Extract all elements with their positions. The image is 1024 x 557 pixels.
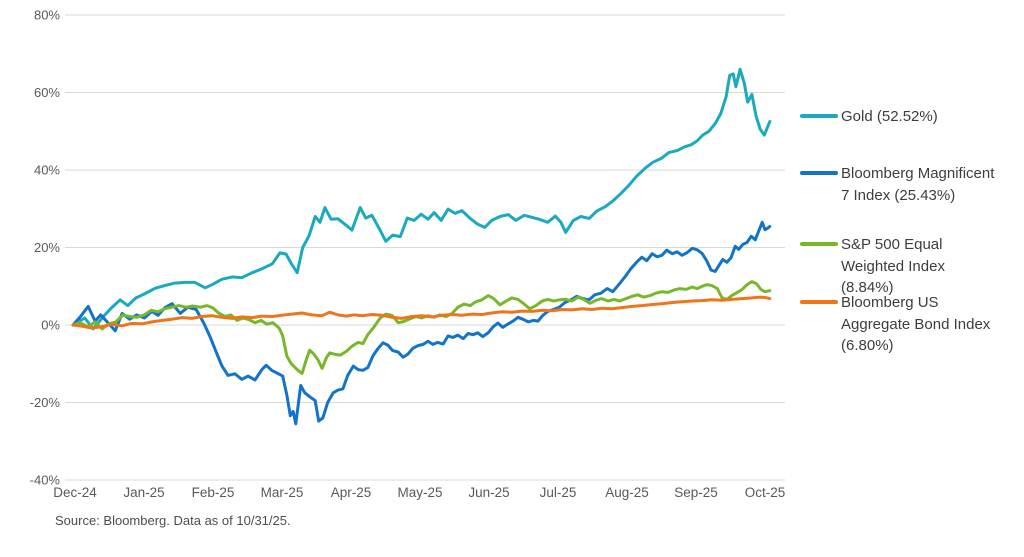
series-line-2 xyxy=(71,280,772,375)
series-line-0 xyxy=(71,67,772,331)
x-axis-tick-label: May-25 xyxy=(397,485,442,500)
y-axis-tick-label: 40% xyxy=(34,163,60,178)
legend-item-gold: Gold (52.52%) xyxy=(800,106,938,128)
source-note: Source: Bloomberg. Data as of 10/31/25. xyxy=(55,513,291,528)
legend-swatch-gold xyxy=(800,114,838,118)
x-axis-tick-label: Apr-25 xyxy=(331,485,372,500)
legend-swatch-magnificent7 xyxy=(800,171,838,175)
y-axis-tick-label: 0% xyxy=(41,318,60,333)
legend-item-aggregate-bond: Bloomberg US Aggregate Bond Index (6.80%… xyxy=(800,292,990,357)
legend-label-magnificent7: Bloomberg Magnificent 7 Index (25.43%) xyxy=(841,165,995,204)
y-axis-tick-label: -40% xyxy=(30,473,61,488)
y-axis-tick-label: 80% xyxy=(34,8,60,23)
series-line-3 xyxy=(71,295,772,330)
x-axis-tick-label: Jul-25 xyxy=(540,485,577,500)
x-axis-tick-label: Mar-25 xyxy=(261,485,304,500)
x-axis-tick-label: Jan-25 xyxy=(123,485,164,500)
x-axis-tick-label: Feb-25 xyxy=(192,485,235,500)
legend-item-sp500-equal-weighted: S&P 500 Equal Weighted Index (8.84%) xyxy=(800,234,945,299)
legend-label-sp500-equal-weighted: S&P 500 Equal Weighted Index (8.84%) xyxy=(841,236,945,296)
y-axis-tick-label: 60% xyxy=(34,85,60,100)
series-line-1 xyxy=(71,220,772,426)
y-axis-tick-label: -20% xyxy=(30,395,61,410)
y-axis-tick-label: 20% xyxy=(34,240,60,255)
legend-label-aggregate-bond: Bloomberg US Aggregate Bond Index (6.80%… xyxy=(841,294,991,354)
x-axis-tick-label: Sep-25 xyxy=(674,485,718,500)
x-axis-tick-label: Jun-25 xyxy=(468,485,509,500)
x-axis-tick-label: Oct-25 xyxy=(745,485,786,500)
legend-item-magnificent7: Bloomberg Magnificent 7 Index (25.43%) xyxy=(800,163,994,206)
legend-label-gold: Gold (52.52%) xyxy=(841,108,938,125)
x-axis-tick-label: Aug-25 xyxy=(605,485,649,500)
x-axis-tick-label: Dec-24 xyxy=(53,485,97,500)
legend-swatch-sp500-equal-weighted xyxy=(800,242,838,246)
legend-swatch-aggregate-bond xyxy=(800,300,838,304)
